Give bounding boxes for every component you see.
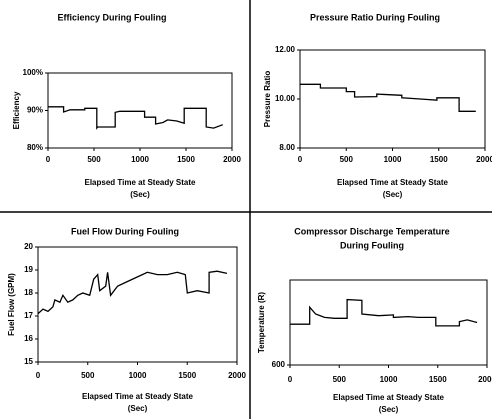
x-tick-label: 500 bbox=[81, 371, 95, 380]
x-tick-label: 1500 bbox=[177, 155, 195, 164]
x-axis-label: Elapsed Time at Steady State bbox=[84, 178, 196, 187]
x-tick-label: 500 bbox=[333, 375, 347, 384]
chart-title: Fuel Flow During Fouling bbox=[71, 226, 179, 236]
x-tick-label: 2000 bbox=[476, 155, 492, 164]
data-line bbox=[300, 83, 476, 112]
chart-title: Efficiency During Fouling bbox=[57, 12, 166, 22]
x-tick-label: 1500 bbox=[429, 375, 447, 384]
y-tick-label: 10.00 bbox=[275, 94, 296, 103]
x-axis-label: (Sec) bbox=[128, 404, 148, 413]
y-tick-label: 16 bbox=[24, 334, 33, 343]
y-axis-label: Pressure Ratio bbox=[263, 71, 272, 128]
y-tick-label: 8.00 bbox=[279, 143, 295, 152]
y-tick-label: 12.00 bbox=[275, 45, 296, 54]
y-tick-label: 80% bbox=[27, 143, 43, 152]
x-tick-label: 0 bbox=[46, 155, 51, 164]
x-tick-label: 2000 bbox=[223, 155, 241, 164]
x-tick-label: 1000 bbox=[129, 371, 147, 380]
y-axis-label: Temperature (R) bbox=[257, 292, 266, 354]
x-axis-label: (Sec) bbox=[379, 405, 399, 414]
x-axis-label: Elapsed Time at Steady State bbox=[337, 178, 449, 187]
x-tick-label: 2000 bbox=[228, 371, 246, 380]
x-tick-label: 0 bbox=[36, 371, 41, 380]
y-tick-label: 15 bbox=[24, 357, 33, 366]
x-axis-label: (Sec) bbox=[130, 190, 150, 199]
y-tick-label: 19 bbox=[24, 265, 33, 274]
chart-title: Compressor Discharge Temperature bbox=[294, 226, 449, 236]
x-tick-label: 500 bbox=[340, 155, 354, 164]
data-line bbox=[37, 270, 228, 315]
y-tick-label: 600 bbox=[272, 360, 286, 369]
x-axis-label: Elapsed Time at Steady State bbox=[82, 392, 194, 401]
x-tick-label: 1000 bbox=[384, 155, 402, 164]
x-tick-label: 1000 bbox=[380, 375, 398, 384]
data-line bbox=[48, 106, 224, 130]
x-tick-label: 0 bbox=[298, 155, 303, 164]
x-axis-label: Elapsed Time at Steady State bbox=[333, 393, 445, 402]
x-tick-label: 1500 bbox=[430, 155, 448, 164]
data-line bbox=[290, 298, 478, 327]
y-tick-label: 17 bbox=[24, 311, 33, 320]
x-tick-label: 1000 bbox=[131, 155, 149, 164]
chart-title: During Fouling bbox=[340, 240, 404, 250]
x-tick-label: 500 bbox=[87, 155, 101, 164]
x-tick-label: 1500 bbox=[178, 371, 196, 380]
y-axis-label: Efficiency bbox=[12, 91, 21, 129]
x-tick-label: 2000 bbox=[478, 375, 492, 384]
x-axis-label: (Sec) bbox=[383, 190, 403, 199]
y-tick-label: 20 bbox=[24, 242, 33, 251]
chart-title: Pressure Ratio During Fouling bbox=[310, 12, 440, 22]
y-tick-label: 100% bbox=[23, 68, 43, 77]
y-tick-label: 18 bbox=[24, 288, 33, 297]
y-axis-label: Fuel Flow (GPM) bbox=[7, 273, 16, 336]
y-tick-label: 90% bbox=[27, 106, 43, 115]
x-tick-label: 0 bbox=[288, 375, 293, 384]
